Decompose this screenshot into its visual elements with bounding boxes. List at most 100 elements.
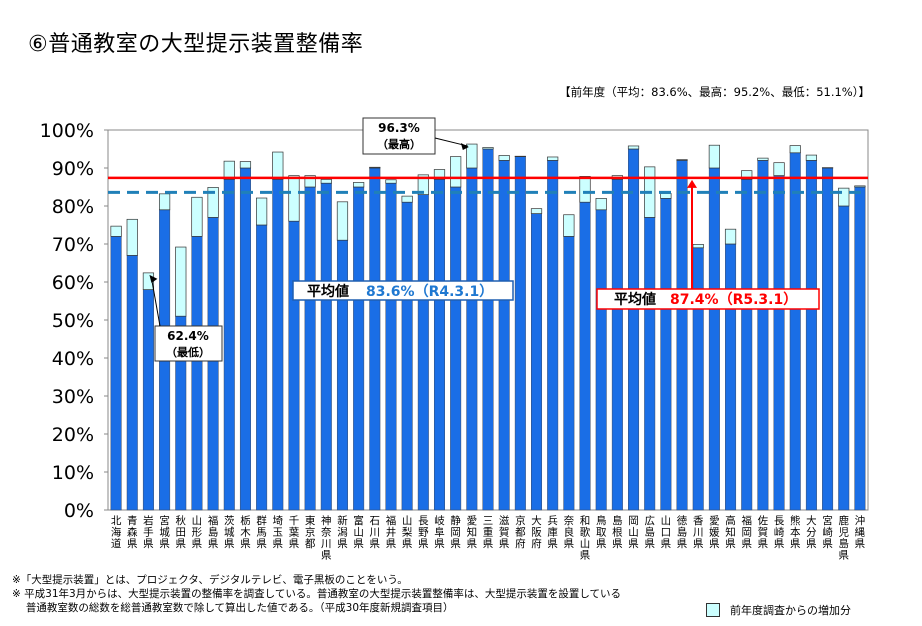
x-tick-label-鹿児島県: 鹿児島県 xyxy=(838,514,849,562)
x-tick-label-山形県: 山形県 xyxy=(192,515,203,550)
y-tick-label: 40% xyxy=(52,348,94,370)
bar-大分県 xyxy=(805,160,817,511)
prev-average-box xyxy=(292,280,514,301)
bar-愛知県 xyxy=(466,167,478,511)
bar-佐賀県 xyxy=(757,160,769,511)
bar-東京都 xyxy=(304,186,316,511)
y-tick-label: 80% xyxy=(52,196,94,218)
x-tick-label-岡山県: 岡山県 xyxy=(628,515,639,550)
bar-高知県 xyxy=(725,243,737,511)
bar-静岡県 xyxy=(450,186,462,511)
current-average-box xyxy=(596,288,820,310)
x-tick-label-島根県: 島根県 xyxy=(612,514,623,550)
bar-岐阜県 xyxy=(433,179,445,511)
x-tick-label-千葉県: 千葉県 xyxy=(289,515,300,550)
y-tick-label: 100% xyxy=(40,120,94,142)
bar-滋賀県 xyxy=(498,160,510,511)
bar-increase-大阪府 xyxy=(530,208,543,214)
current-average-arrowhead xyxy=(687,179,697,188)
bar-increase-宮城県 xyxy=(158,193,171,211)
bar-埼玉県 xyxy=(272,179,284,511)
x-tick-label-新潟県: 新潟県 xyxy=(337,514,348,550)
bar-熊本県 xyxy=(789,152,801,511)
min-callout-box xyxy=(154,325,223,362)
bar-increase-鳥取県 xyxy=(595,198,607,211)
bar-increase-香川県 xyxy=(692,244,704,249)
bar-increase-長野県 xyxy=(417,174,429,195)
x-tick-label-徳島県: 徳島県 xyxy=(677,514,688,550)
x-tick-label-大分県: 大分県 xyxy=(806,514,817,550)
bar-福井県 xyxy=(385,182,397,511)
bar-increase-山形県 xyxy=(191,196,203,237)
bar-increase-富山県 xyxy=(353,182,365,188)
x-tick-label-京都府: 京都府 xyxy=(515,514,526,550)
bar-increase-奈良県 xyxy=(563,214,575,237)
max-callout-value: 96.3% xyxy=(378,121,420,135)
bar-increase-静岡県 xyxy=(450,156,462,188)
bar-長崎県 xyxy=(773,175,785,511)
min-callout-pointer xyxy=(150,277,161,327)
bar-茨城県 xyxy=(223,179,235,511)
x-tick-label-長野県: 長野県 xyxy=(418,515,429,550)
bar-increase-岡山県 xyxy=(627,145,640,150)
x-tick-label-埼玉県: 埼玉県 xyxy=(273,514,284,550)
x-tick-label-山口県: 山口県 xyxy=(661,515,672,550)
bar-鳥取県 xyxy=(595,209,607,511)
x-tick-label-秋田県: 秋田県 xyxy=(176,514,187,550)
legend-label-increase: 前年度調査からの増加分 xyxy=(730,604,851,617)
y-tick-label: 20% xyxy=(52,424,94,446)
bar-大阪府 xyxy=(531,213,543,511)
footnote-3: 普通教室数の総数を総普通教室数で除して算出した値である。（平成30年度新規調査項… xyxy=(12,602,454,614)
bar-increase-埼玉県 xyxy=(272,151,284,180)
x-tick-label-長崎県: 長崎県 xyxy=(774,515,785,550)
bar-increase-高知県 xyxy=(724,228,737,245)
bar-宮崎県 xyxy=(822,167,834,511)
bar-increase-群馬県 xyxy=(256,197,268,226)
legend-swatch-increase xyxy=(706,603,720,617)
chart-title: ⑥普通教室の大型提示装置整備率 xyxy=(28,32,364,57)
bar-香川県 xyxy=(692,247,704,511)
y-tick-label: 60% xyxy=(52,272,94,294)
prev-year-summary: 【前年度（平均：83.6%、最高：95.2%、最低：51.1%）】 xyxy=(559,85,870,99)
x-tick-label-三重県: 三重県 xyxy=(483,515,494,550)
y-tick-label: 90% xyxy=(52,158,94,180)
bar-increase-沖縄県 xyxy=(854,185,866,188)
chart-legend: 前年度調査からの増加分 xyxy=(706,602,851,618)
x-tick-label-沖縄県: 沖縄県 xyxy=(855,514,866,550)
bar-increase-熊本県 xyxy=(789,145,801,154)
bar-increase-石川県 xyxy=(369,166,381,169)
x-tick-label-福岡県: 福岡県 xyxy=(741,514,752,550)
bar-increase-徳島県 xyxy=(676,159,688,161)
bar-increase-和歌山県 xyxy=(579,176,591,203)
bar-兵庫県 xyxy=(547,160,559,511)
bar-山梨県 xyxy=(401,201,413,511)
bar-increase-神奈川県 xyxy=(320,179,332,184)
bar-岩手県 xyxy=(142,289,154,511)
max-callout-arrowhead xyxy=(460,143,469,151)
bar-increase-三重県 xyxy=(482,147,494,150)
bar-福岡県 xyxy=(741,179,753,511)
bar-increase-兵庫県 xyxy=(547,156,559,161)
x-tick-label-石川県: 石川県 xyxy=(370,515,381,550)
bar-increase-千葉県 xyxy=(288,175,300,222)
max-callout-box xyxy=(362,117,436,155)
min-callout-value: 62.4% xyxy=(167,329,209,343)
bar-石川県 xyxy=(369,167,381,511)
bar-increase-佐賀県 xyxy=(757,157,769,161)
bar-千葉県 xyxy=(288,220,300,511)
x-tick-label-和歌山県: 和歌山県 xyxy=(580,515,591,562)
x-tick-label-兵庫県: 兵庫県 xyxy=(547,514,558,550)
bar-increase-福岡県 xyxy=(741,170,753,180)
x-tick-label-岩手県: 岩手県 xyxy=(143,514,154,550)
y-tick-label: 0% xyxy=(64,500,94,522)
bar-increase-長崎県 xyxy=(773,162,785,176)
bar-increase-栃木県 xyxy=(239,161,252,169)
x-tick-label-栃木県: 栃木県 xyxy=(240,514,251,550)
bar-increase-愛媛県 xyxy=(708,144,720,169)
x-tick-label-宮崎県: 宮崎県 xyxy=(822,514,833,550)
prev-average-label: 平均値 xyxy=(307,283,349,300)
bar-increase-愛知県 xyxy=(466,143,478,169)
bar-山口県 xyxy=(660,198,672,511)
x-tick-label-福井県: 福井県 xyxy=(386,514,397,550)
